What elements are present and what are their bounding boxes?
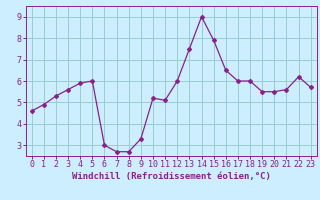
X-axis label: Windchill (Refroidissement éolien,°C): Windchill (Refroidissement éolien,°C) bbox=[72, 172, 271, 181]
